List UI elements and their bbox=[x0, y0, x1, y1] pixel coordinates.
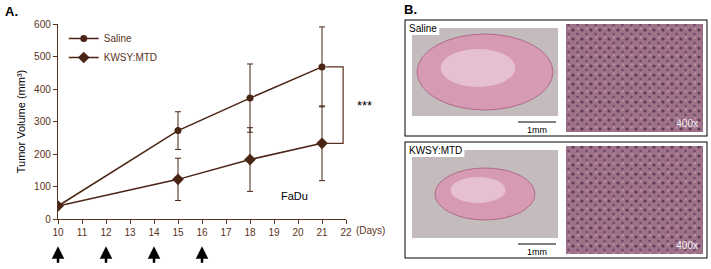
svg-text:B.: B. bbox=[404, 2, 417, 17]
svg-text:1mm: 1mm bbox=[527, 125, 547, 135]
svg-text:19: 19 bbox=[268, 227, 280, 238]
svg-text:11: 11 bbox=[77, 227, 88, 238]
svg-text:FaDu: FaDu bbox=[281, 190, 308, 202]
svg-text:400: 400 bbox=[34, 84, 51, 95]
svg-text:300: 300 bbox=[34, 116, 51, 127]
svg-text:10: 10 bbox=[52, 227, 64, 238]
svg-text:12: 12 bbox=[100, 227, 112, 238]
svg-text:400x: 400x bbox=[676, 240, 698, 251]
svg-text:A.: A. bbox=[5, 4, 18, 19]
svg-text:17: 17 bbox=[220, 227, 232, 238]
svg-text:20: 20 bbox=[292, 227, 304, 238]
svg-text:Saline: Saline bbox=[409, 23, 437, 34]
svg-text:22: 22 bbox=[340, 227, 352, 238]
svg-text:1mm: 1mm bbox=[527, 247, 547, 257]
svg-text:600: 600 bbox=[34, 19, 51, 30]
svg-text:***: *** bbox=[357, 98, 372, 113]
svg-text:500: 500 bbox=[34, 51, 51, 62]
svg-text:400x: 400x bbox=[676, 118, 698, 129]
svg-text:200: 200 bbox=[34, 149, 51, 160]
svg-text:21: 21 bbox=[316, 227, 328, 238]
svg-text:18: 18 bbox=[244, 227, 256, 238]
svg-text:14: 14 bbox=[148, 227, 160, 238]
svg-text:Saline: Saline bbox=[104, 33, 132, 44]
svg-text:15: 15 bbox=[172, 227, 184, 238]
svg-text:(Days): (Days) bbox=[356, 225, 385, 236]
svg-text:16: 16 bbox=[196, 227, 208, 238]
svg-text:100: 100 bbox=[34, 181, 51, 192]
svg-text:KWSY:MTD: KWSY:MTD bbox=[409, 145, 462, 156]
svg-text:Tumor Volume (mm³): Tumor Volume (mm³) bbox=[15, 70, 27, 174]
svg-text:13: 13 bbox=[124, 227, 136, 238]
svg-text:0: 0 bbox=[45, 214, 51, 225]
svg-text:KWSY:MTD: KWSY:MTD bbox=[104, 52, 157, 63]
